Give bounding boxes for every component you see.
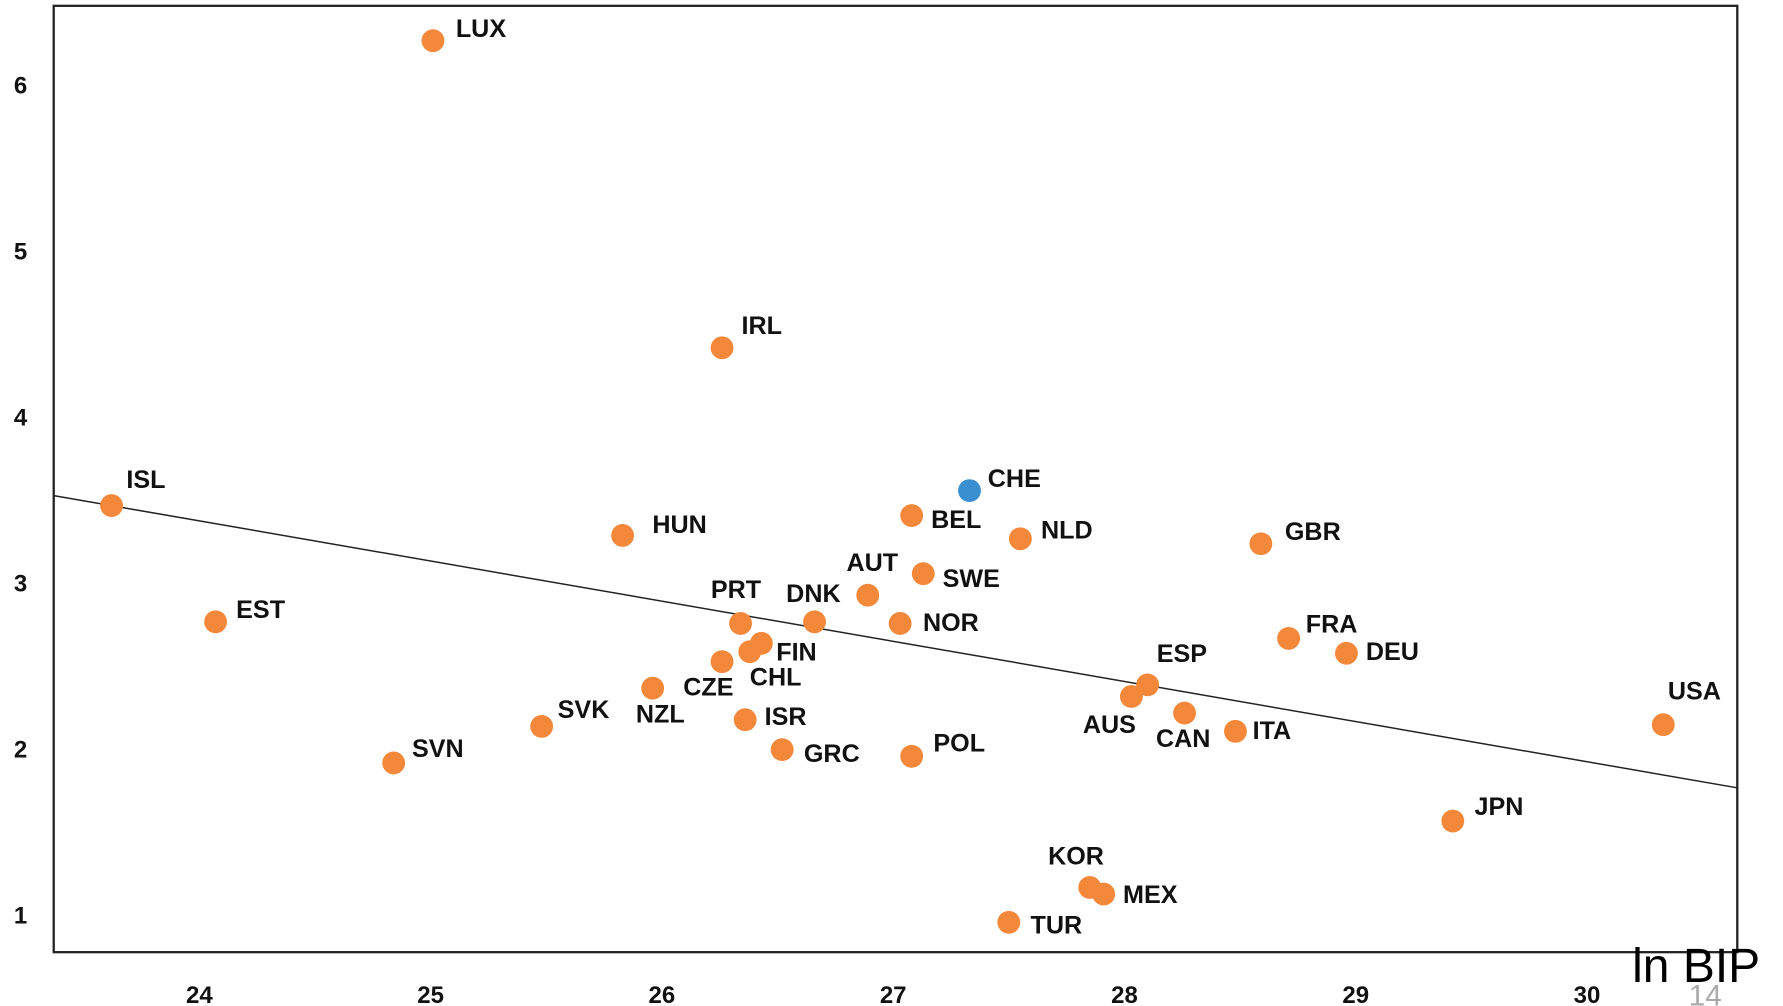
point bbox=[1119, 685, 1143, 708]
page-number: 14 bbox=[1689, 980, 1722, 1006]
y-tick-label: 6 bbox=[14, 73, 27, 100]
annotation: ln BIP bbox=[1632, 940, 1760, 993]
x-tick-label: 24 bbox=[186, 982, 213, 1006]
point-label: SVK bbox=[558, 696, 610, 724]
point bbox=[1136, 673, 1160, 697]
point bbox=[1277, 626, 1301, 650]
point bbox=[1249, 532, 1273, 556]
point-label: DNK bbox=[786, 580, 840, 608]
point-label: ISR bbox=[765, 703, 807, 731]
point-label: NLD bbox=[1041, 517, 1093, 545]
point bbox=[1335, 641, 1358, 665]
point-label: CAN bbox=[1156, 725, 1210, 753]
point-label: HUN bbox=[652, 511, 706, 539]
point-label: CHL bbox=[750, 664, 802, 692]
point bbox=[900, 744, 924, 768]
point-label: SWE bbox=[943, 565, 1000, 593]
x-tick-label: 26 bbox=[649, 982, 676, 1006]
point bbox=[888, 612, 912, 635]
point bbox=[710, 336, 734, 360]
point-label: CHE bbox=[988, 465, 1041, 493]
point-label: LUX bbox=[456, 15, 506, 43]
point bbox=[856, 583, 880, 607]
y-tick-label: 4 bbox=[14, 405, 28, 432]
point bbox=[1092, 882, 1116, 906]
point bbox=[1173, 701, 1197, 725]
trend-line bbox=[53, 494, 1738, 789]
point-label: USA bbox=[1668, 677, 1721, 705]
point-label: BEL bbox=[931, 506, 981, 534]
y-tick-label: 5 bbox=[14, 239, 27, 266]
point-label: NOR bbox=[923, 609, 979, 637]
point bbox=[710, 650, 734, 674]
x-tick-label: 25 bbox=[417, 982, 444, 1006]
point-label: TUR bbox=[1031, 912, 1083, 940]
point bbox=[204, 610, 228, 634]
point-label: AUT bbox=[847, 549, 899, 577]
point-label: DEU bbox=[1366, 638, 1419, 666]
plot-frame bbox=[52, 4, 1739, 954]
point bbox=[421, 29, 445, 53]
point-label: SVN bbox=[412, 735, 464, 763]
point bbox=[770, 738, 794, 762]
y-tick-label: 2 bbox=[14, 737, 27, 764]
point-label: JPN bbox=[1475, 793, 1524, 821]
point-label: POL bbox=[933, 729, 985, 757]
point bbox=[803, 610, 826, 634]
point bbox=[738, 640, 762, 664]
point bbox=[641, 676, 665, 700]
point-label: GRC bbox=[804, 740, 860, 768]
point-label: NZL bbox=[636, 700, 685, 728]
point bbox=[958, 479, 981, 503]
point-label: PRT bbox=[711, 576, 762, 604]
point-label: FIN bbox=[776, 638, 816, 666]
point-label: CZE bbox=[683, 674, 733, 702]
point bbox=[1224, 719, 1247, 743]
y-tick-label: 1 bbox=[14, 903, 27, 930]
point bbox=[733, 708, 757, 732]
point bbox=[1008, 527, 1032, 551]
x-tick-label: 28 bbox=[1111, 982, 1138, 1006]
point bbox=[530, 714, 554, 738]
point bbox=[611, 524, 635, 547]
point bbox=[1441, 809, 1465, 833]
point bbox=[900, 504, 924, 527]
point bbox=[100, 494, 123, 517]
point-label: IRL bbox=[741, 312, 781, 340]
x-tick-label: 29 bbox=[1342, 982, 1369, 1006]
point-label: GBR bbox=[1285, 518, 1341, 546]
point-label: KOR bbox=[1048, 842, 1104, 870]
x-tick-label: 27 bbox=[880, 982, 907, 1006]
point-label: ITA bbox=[1253, 717, 1292, 745]
y-tick-label: 3 bbox=[14, 571, 27, 598]
point-label: EST bbox=[236, 596, 286, 624]
point-label: AUS bbox=[1083, 711, 1136, 739]
point-label: MEX bbox=[1123, 881, 1178, 909]
x-tick-label: 30 bbox=[1574, 982, 1601, 1006]
point bbox=[729, 612, 752, 635]
point bbox=[1651, 713, 1675, 737]
point bbox=[911, 562, 935, 586]
point-label: ESP bbox=[1157, 640, 1207, 668]
point bbox=[382, 751, 406, 775]
point-label: FRA bbox=[1306, 610, 1358, 638]
point-label: ISL bbox=[126, 466, 165, 494]
point bbox=[997, 910, 1021, 934]
